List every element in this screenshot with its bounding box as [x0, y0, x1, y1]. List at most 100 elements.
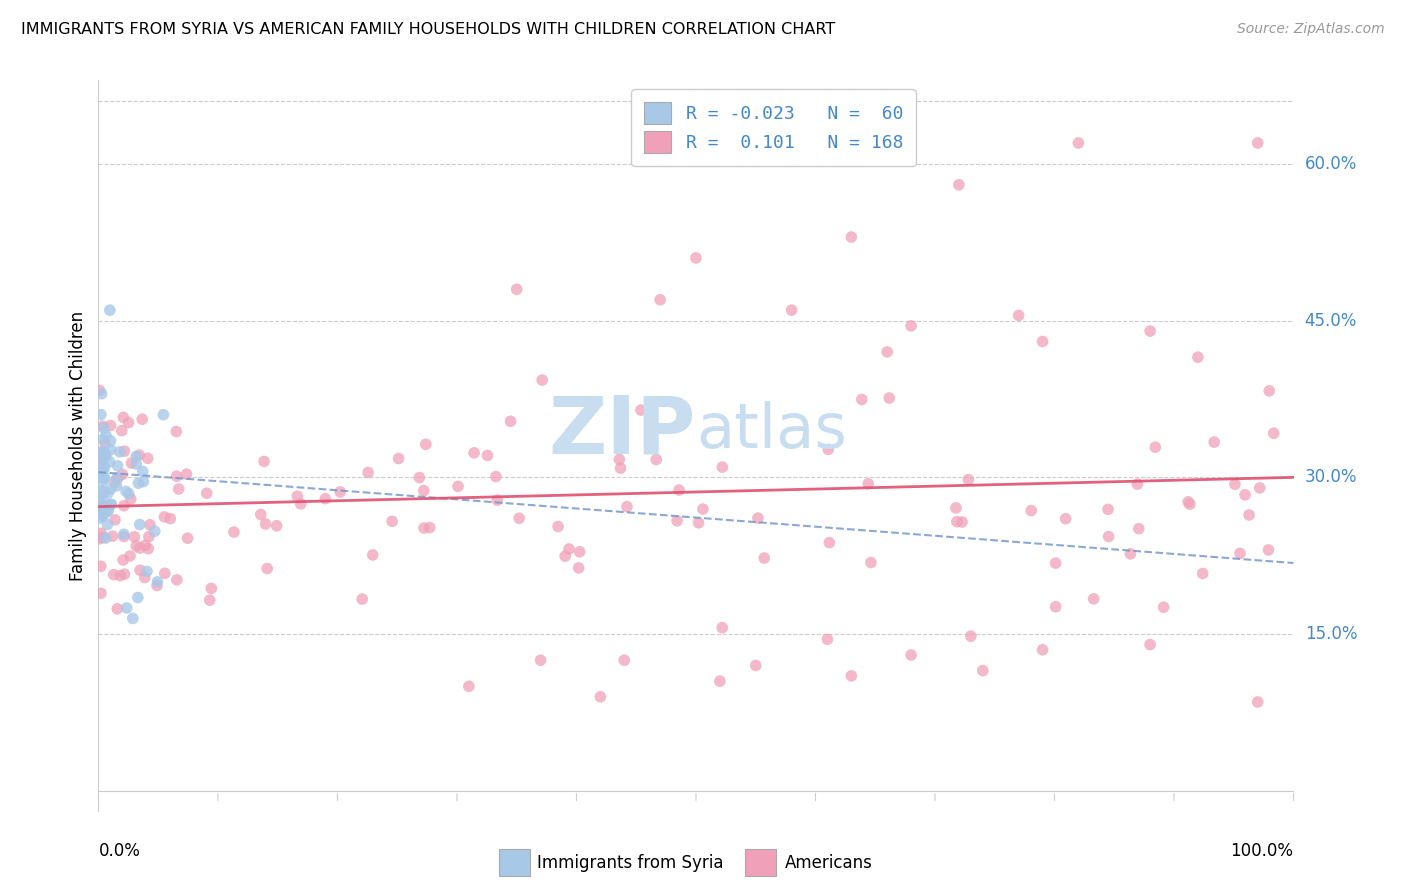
Text: atlas: atlas	[696, 401, 846, 461]
Point	[1045, 556, 1067, 570]
Point	[253, 454, 276, 468]
Point	[200, 582, 222, 596]
Point	[463, 446, 485, 460]
Point	[112, 499, 135, 513]
Point	[110, 568, 132, 582]
Point	[249, 508, 271, 522]
Point	[139, 517, 162, 532]
Point	[91, 463, 114, 477]
Point	[1247, 695, 1270, 709]
Point	[1139, 324, 1161, 338]
Point	[108, 445, 131, 459]
Point	[1045, 599, 1067, 614]
Point	[93, 485, 115, 500]
Point	[94, 471, 117, 485]
Point	[104, 475, 127, 490]
Point	[568, 545, 591, 559]
Point	[685, 251, 707, 265]
Point	[93, 444, 115, 458]
Point	[1191, 566, 1213, 581]
Point	[176, 531, 198, 545]
Point	[859, 556, 882, 570]
Text: Immigrants from Syria: Immigrants from Syria	[537, 854, 724, 871]
Point	[97, 504, 120, 518]
Point	[352, 592, 374, 607]
Point	[613, 653, 636, 667]
Point	[153, 509, 176, 524]
Point	[127, 476, 149, 491]
Point	[90, 506, 112, 520]
Point	[554, 549, 576, 563]
Point	[530, 653, 553, 667]
Point	[1234, 488, 1257, 502]
Point	[877, 391, 900, 405]
Y-axis label: Family Households with Children: Family Households with Children	[69, 311, 87, 581]
Point	[100, 482, 122, 496]
Point	[90, 586, 112, 600]
Point	[111, 424, 134, 438]
Point	[94, 447, 117, 461]
Point	[120, 491, 142, 506]
Point	[266, 518, 288, 533]
Point	[1139, 638, 1161, 652]
Point	[1229, 546, 1251, 560]
Point	[972, 664, 994, 678]
Point	[1204, 435, 1226, 450]
Point	[91, 453, 114, 467]
Point	[97, 486, 120, 500]
Point	[645, 452, 668, 467]
Point	[89, 445, 111, 459]
Point	[851, 392, 873, 407]
Text: 15.0%: 15.0%	[1305, 625, 1357, 643]
Point	[165, 425, 187, 439]
Point	[408, 470, 430, 484]
Point	[1223, 477, 1246, 491]
Point	[361, 548, 384, 562]
Point	[98, 303, 121, 318]
Point	[287, 489, 309, 503]
Point	[134, 538, 156, 552]
Point	[90, 559, 112, 574]
Point	[89, 504, 111, 518]
Text: 0.0%: 0.0%	[98, 842, 141, 860]
Point	[89, 470, 111, 484]
Point	[609, 452, 631, 467]
Point	[256, 561, 278, 575]
Point	[558, 541, 581, 556]
Point	[1237, 508, 1260, 522]
Point	[957, 473, 980, 487]
Point	[94, 449, 117, 463]
Point	[858, 476, 880, 491]
Point	[648, 293, 672, 307]
Point	[153, 566, 176, 581]
Point	[745, 658, 768, 673]
Point	[152, 408, 174, 422]
Point	[508, 511, 530, 525]
Point	[412, 483, 434, 498]
Point	[89, 384, 111, 398]
Point	[131, 412, 153, 426]
Point	[818, 535, 841, 549]
Point	[1249, 481, 1271, 495]
Point	[112, 553, 135, 567]
Point	[1258, 384, 1281, 398]
Point	[138, 530, 160, 544]
Point	[143, 524, 166, 539]
Point	[111, 467, 134, 482]
Point	[458, 679, 481, 693]
Point	[1247, 136, 1270, 150]
Point	[1097, 502, 1119, 516]
Point	[89, 511, 111, 525]
Point	[125, 450, 148, 464]
Point	[413, 521, 436, 535]
Point	[120, 456, 142, 470]
Point	[100, 434, 122, 448]
Point	[1083, 591, 1105, 606]
Point	[91, 450, 114, 464]
Point	[128, 448, 150, 462]
Point	[198, 593, 221, 607]
Point	[107, 458, 129, 473]
Point	[90, 408, 112, 422]
Point	[176, 467, 198, 482]
Point	[94, 436, 117, 450]
